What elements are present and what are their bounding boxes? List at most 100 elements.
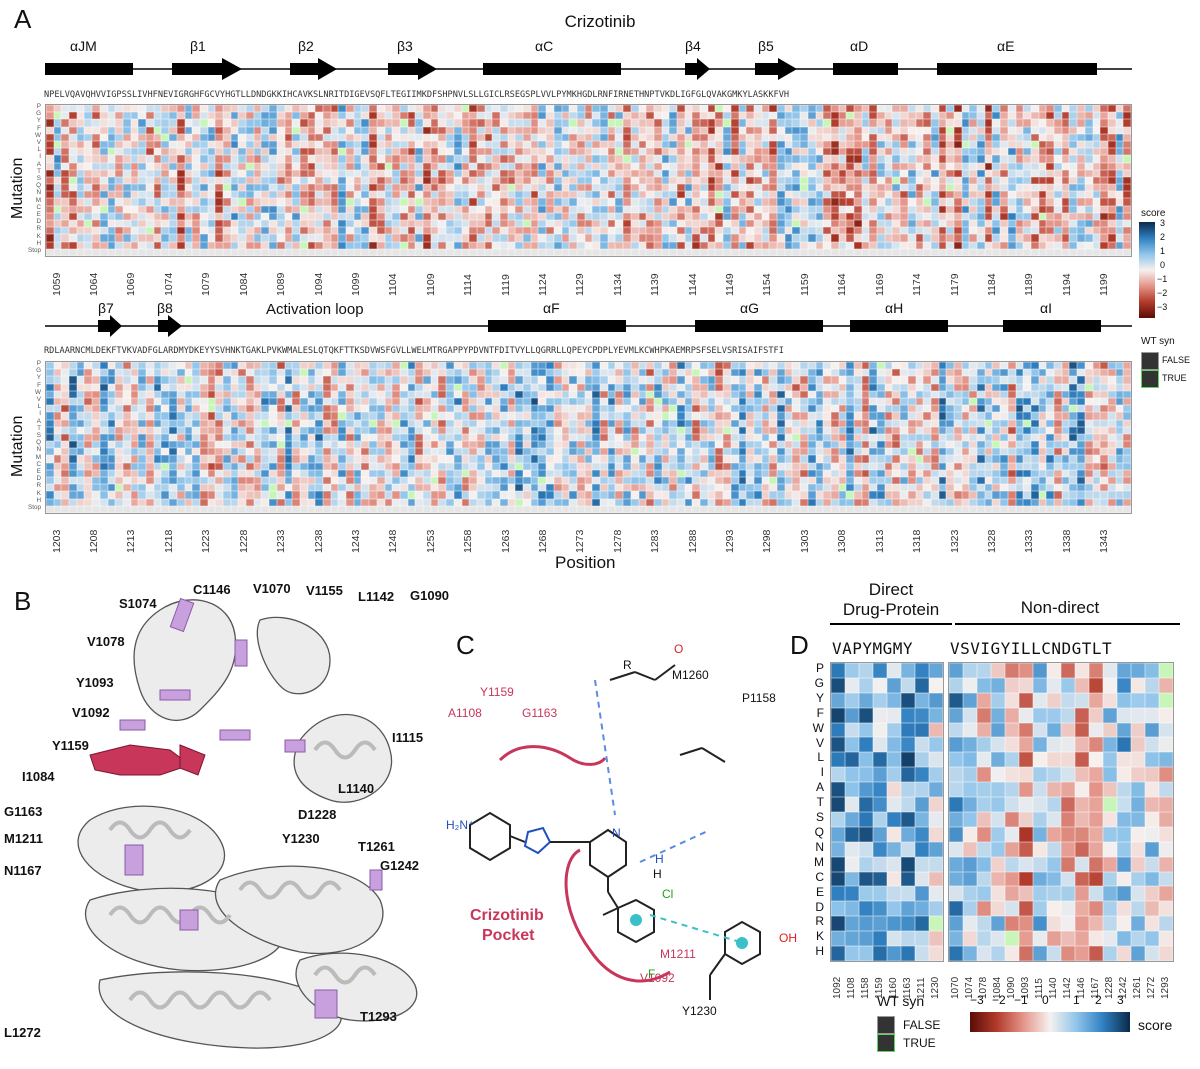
heatmap-cell: [977, 112, 985, 120]
heatmap-cell: [492, 191, 500, 199]
heatmap-cell: [676, 241, 685, 249]
heatmap-cell: [1107, 441, 1116, 449]
heatmap-cell: [230, 426, 239, 434]
heatmap-cell: [969, 383, 978, 391]
heatmap-cell: [238, 248, 247, 256]
heatmap-cell: [592, 198, 601, 206]
heatmap-cell: [815, 248, 824, 256]
heatmap-cell: [207, 448, 216, 456]
heatmap-cell: [838, 162, 847, 170]
strand-b1: [172, 58, 242, 80]
heatmap-cell: [961, 441, 970, 449]
heatmap-cell: [238, 227, 247, 235]
heatmap-cell: [1054, 140, 1062, 149]
heatmap-cell: [615, 205, 624, 213]
heatmap-cell: [307, 441, 316, 449]
mutation-label: H: [36, 496, 41, 504]
heatmap-cell: [1107, 191, 1116, 199]
heatmap-cell: [823, 140, 831, 149]
heatmap-cell: [61, 133, 70, 141]
heatmap-cell: [761, 184, 770, 192]
heatmap-cell: [684, 397, 693, 406]
heatmap-cell: [792, 126, 801, 134]
heatmap-cell: [492, 205, 500, 213]
heatmap-cell: [853, 412, 862, 420]
heatmap-cell: [92, 176, 100, 185]
heatmap-cell: [700, 412, 708, 420]
heatmap-cell: [738, 119, 747, 127]
heatmap-cell: [676, 362, 685, 370]
heatmap-cell: [169, 419, 177, 427]
heatmap-cell: [1046, 205, 1055, 213]
heatmap-cell: [1054, 419, 1062, 427]
heatmap-cell: [930, 397, 939, 406]
heatmap-cell: [823, 133, 831, 141]
heatmap-cell: [323, 248, 331, 256]
heatmap-cell: [569, 126, 577, 134]
heatmap-cell: [346, 397, 354, 406]
heatmap-cell: [330, 234, 339, 242]
heatmap-cell: [1046, 212, 1055, 221]
heatmap-cell: [923, 419, 931, 427]
heatmap-cell: [484, 455, 493, 463]
heatmap-cell: [769, 126, 778, 134]
heatmap-cell: [684, 241, 693, 249]
heatmap-cell: [346, 184, 354, 192]
heatmap-cell: [384, 184, 393, 192]
heatmap-cell: [977, 126, 985, 134]
heatmap-cell: [215, 169, 223, 177]
heatmap-cell: [399, 155, 408, 163]
heatmap-cell: [892, 155, 901, 163]
heatmap-cell: [276, 220, 285, 228]
heatmap-cell: [600, 176, 608, 185]
heatmap-cell: [830, 227, 839, 235]
heatmap-cell: [784, 184, 793, 192]
heatmap-cell: [492, 369, 500, 377]
mutation-label: D: [36, 218, 41, 226]
heatmap-cell: [684, 433, 693, 442]
heatmap-cell: [130, 119, 139, 127]
heatmap-cell: [869, 419, 878, 427]
heatmap-cell: [784, 419, 793, 427]
heatmap-cell: [730, 112, 739, 120]
heatmap-cell: [138, 126, 147, 134]
heatmap-cell: [476, 105, 485, 113]
heatmap-cell: [153, 169, 162, 177]
heatmap-cell: [61, 176, 70, 185]
heatmap-cell: [1115, 220, 1124, 228]
heatmap-cell: [415, 212, 424, 221]
heatmap-cell: [676, 140, 685, 149]
heatmap-cell: [269, 191, 277, 199]
heatmap-cell: [284, 441, 293, 449]
heatmap-cell: [1115, 133, 1124, 141]
heatmap-cell: [884, 390, 893, 398]
mutation-label: Stop: [28, 247, 41, 255]
heatmap-cell: [361, 419, 370, 427]
mutation-label: F: [37, 381, 41, 389]
heatmap-cell: [530, 227, 539, 235]
heatmap-cell: [76, 191, 85, 199]
heatmap-cell: [923, 405, 931, 413]
heatmap-cell: [661, 220, 670, 228]
heatmap-cell: [853, 369, 862, 377]
heatmap-cell: [253, 162, 262, 170]
heatmap-cell: [630, 369, 639, 377]
heatmap-cell: [276, 148, 285, 156]
heatmap-cell: [1100, 126, 1108, 134]
heatmap-cell: [746, 162, 754, 170]
heatmap-cell: [907, 369, 916, 377]
heatmap-cell: [307, 383, 316, 391]
heatmap-cell: [846, 376, 854, 384]
heatmap-cell: [969, 376, 978, 384]
heatmap-cell: [1084, 390, 1093, 398]
heatmap-cell: [53, 362, 62, 370]
heatmap-cell: [515, 140, 524, 149]
heatmap-cell: [777, 140, 785, 149]
heatmap-cell: [661, 191, 670, 199]
heatmap-cell: [792, 133, 801, 141]
heatmap-cell: [1061, 433, 1070, 442]
heatmap-cell: [392, 441, 400, 449]
heatmap-cell: [392, 205, 400, 213]
heatmap-cell: [507, 241, 516, 249]
heatmap-cell: [276, 419, 285, 427]
